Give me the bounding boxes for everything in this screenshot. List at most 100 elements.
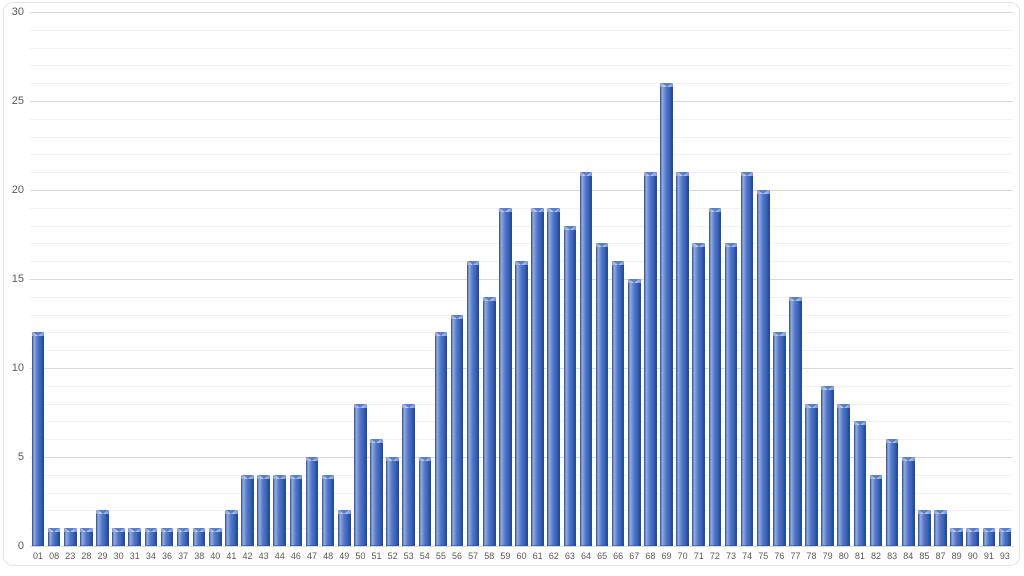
bar [63, 528, 77, 546]
bar [692, 243, 706, 546]
bar [225, 510, 238, 546]
bar [499, 207, 512, 546]
bar [466, 261, 480, 546]
gridline-minor [30, 225, 1013, 227]
x-axis-category-label: 81 [854, 551, 865, 561]
bar [370, 439, 383, 546]
x-axis-category-label: 01 [33, 551, 44, 561]
bar [789, 296, 802, 546]
bar [47, 528, 61, 546]
bar [918, 510, 931, 546]
bar [31, 332, 45, 546]
x-axis-category-label: 79 [822, 551, 833, 561]
x-axis-category-label: 60 [516, 551, 527, 561]
x-axis-category-label: 42 [242, 551, 253, 561]
x-axis-category-label: 63 [564, 551, 575, 561]
x-axis-category-label: 55 [435, 551, 446, 561]
bar [837, 403, 851, 546]
y-axis-tick-label: 15 [11, 273, 24, 285]
x-axis-category-label: 85 [919, 551, 930, 561]
bar [676, 172, 689, 546]
x-axis-category-label: 75 [758, 551, 769, 561]
bar [241, 474, 254, 546]
x-axis-category-label: 84 [903, 551, 914, 561]
bar [740, 172, 754, 546]
x-axis-category-label: 74 [742, 551, 753, 561]
bar [515, 261, 528, 546]
x-axis-category-label: 66 [613, 551, 624, 561]
gridline-major [30, 101, 1013, 102]
bar [773, 332, 786, 546]
bar [821, 385, 834, 546]
bar [112, 528, 125, 546]
bar [96, 510, 109, 546]
x-axis-category-label: 62 [548, 551, 559, 561]
x-axis-category-label: 61 [532, 551, 543, 561]
bar [579, 172, 593, 546]
x-axis-category-label: 52 [387, 551, 398, 561]
x-axis-category-label: 51 [371, 551, 382, 561]
x-axis-category-label: 80 [838, 551, 849, 561]
bar [966, 528, 979, 546]
bar [644, 172, 657, 546]
bar [611, 261, 625, 546]
bar [257, 474, 270, 546]
bar [176, 528, 190, 546]
x-axis-category-label: 57 [468, 551, 479, 561]
y-axis-tick-label: 5 [17, 451, 24, 463]
bar [756, 190, 770, 546]
bar [354, 403, 367, 546]
bar [321, 474, 335, 546]
gridline-minor [30, 154, 1013, 156]
gridline-major [30, 12, 1013, 13]
x-axis-category-label: 29 [97, 551, 108, 561]
x-axis-category-label: 54 [419, 551, 430, 561]
bar [128, 528, 142, 546]
x-axis-category-label: 89 [951, 551, 962, 561]
x-axis-category-label: 37 [178, 551, 189, 561]
bar [869, 474, 883, 546]
bar [628, 279, 641, 546]
bar [289, 474, 303, 546]
bar [482, 296, 496, 546]
x-axis-category-label: 40 [210, 551, 221, 561]
bar [434, 332, 448, 546]
bar [192, 528, 206, 546]
x-axis-category-label: 08 [49, 551, 60, 561]
x-axis-category-label: 46 [290, 551, 301, 561]
bar [80, 528, 93, 546]
bar [450, 314, 464, 546]
x-axis-category-label: 47 [306, 551, 317, 561]
gridline-minor [30, 172, 1013, 174]
x-axis-category-label: 65 [597, 551, 608, 561]
y-axis-tick-label: 0 [17, 540, 24, 552]
x-axis-category-label: 76 [774, 551, 785, 561]
x-axis-category-label: 64 [580, 551, 591, 561]
x-axis-category-label: 30 [113, 551, 124, 561]
x-axis-category-label: 50 [355, 551, 366, 561]
gridline-minor [30, 243, 1013, 245]
bar [853, 421, 867, 546]
bar [209, 528, 222, 546]
y-axis-tick-label: 25 [11, 95, 24, 107]
bar [982, 528, 996, 546]
bar [950, 528, 963, 546]
gridline-major [30, 546, 1013, 547]
gridline-minor [30, 207, 1013, 209]
bar [998, 528, 1012, 546]
x-axis-category-label: 23 [65, 551, 76, 561]
bar [402, 403, 415, 546]
x-axis-category-label: 48 [323, 551, 334, 561]
bar [708, 207, 722, 546]
x-axis-category-label: 71 [693, 551, 704, 561]
x-axis-category-label: 70 [677, 551, 688, 561]
bar [660, 83, 673, 546]
x-axis-category-label: 38 [194, 551, 205, 561]
bar [595, 243, 609, 546]
x-axis-category-label: 91 [983, 551, 994, 561]
bar [547, 207, 561, 546]
x-axis-category-label: 77 [790, 551, 801, 561]
y-axis-tick-label: 20 [11, 184, 24, 196]
gridline-minor [30, 65, 1013, 67]
